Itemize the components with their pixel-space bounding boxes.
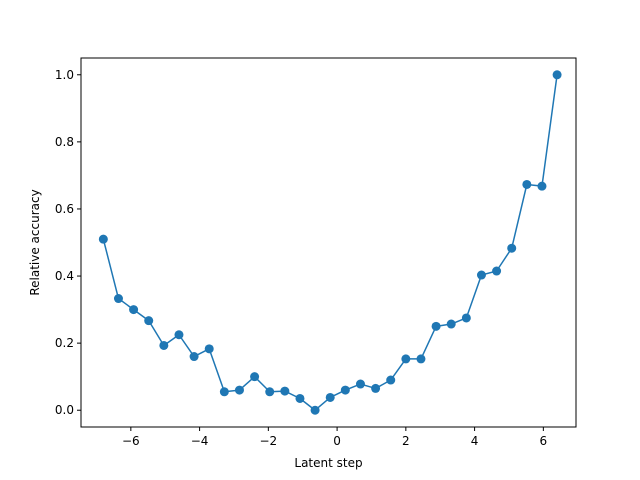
x-tick-label: 4 (471, 434, 479, 448)
y-axis-label: Relative accuracy (28, 189, 42, 295)
data-point (219, 387, 229, 397)
data-point (476, 270, 486, 280)
data-point (204, 344, 214, 354)
data-point (416, 354, 426, 364)
data-point (492, 266, 502, 276)
data-point (310, 405, 320, 415)
y-tick-label: 0.4 (55, 269, 74, 283)
data-point (537, 181, 547, 191)
data-point (401, 354, 411, 364)
x-tick-label: 2 (402, 434, 410, 448)
data-point (189, 352, 199, 362)
y-tick-label: 0.2 (55, 336, 74, 350)
data-point (522, 179, 532, 189)
y-axis-ticks: 0.0 0.2 0.4 0.6 0.8 1.0 (55, 68, 81, 417)
data-point (113, 294, 123, 304)
data-point (507, 243, 517, 253)
data-point (461, 313, 471, 323)
data-point (446, 319, 456, 329)
data-point (386, 375, 396, 385)
data-point (295, 393, 305, 403)
data-point (340, 385, 350, 395)
data-point (431, 321, 441, 331)
series-group (98, 70, 562, 415)
x-tick-label: 6 (540, 434, 548, 448)
y-tick-label: 0.6 (55, 202, 74, 216)
x-axis-label: Latent step (294, 456, 362, 470)
series-line (102, 74, 558, 411)
data-point (250, 372, 260, 382)
data-point (129, 305, 139, 315)
x-axis-ticks: −6 −4 −2 0 2 4 6 (122, 427, 547, 448)
y-tick-label: 0.0 (55, 403, 74, 417)
data-point (371, 383, 381, 393)
plot-frame (80, 57, 577, 428)
data-point (144, 316, 154, 326)
x-tick-label: −6 (122, 434, 140, 448)
data-point (355, 379, 365, 389)
data-point (280, 386, 290, 396)
data-point (325, 392, 335, 402)
y-tick-label: 0.8 (55, 135, 74, 149)
x-tick-label: −2 (259, 434, 277, 448)
data-point (552, 70, 562, 80)
y-tick-label: 1.0 (55, 68, 74, 82)
x-tick-label: −4 (191, 434, 209, 448)
x-tick-label: 0 (333, 434, 341, 448)
data-point (174, 330, 184, 340)
data-point (265, 387, 275, 397)
data-point (159, 340, 169, 350)
data-point (98, 234, 108, 244)
data-point (234, 385, 244, 395)
